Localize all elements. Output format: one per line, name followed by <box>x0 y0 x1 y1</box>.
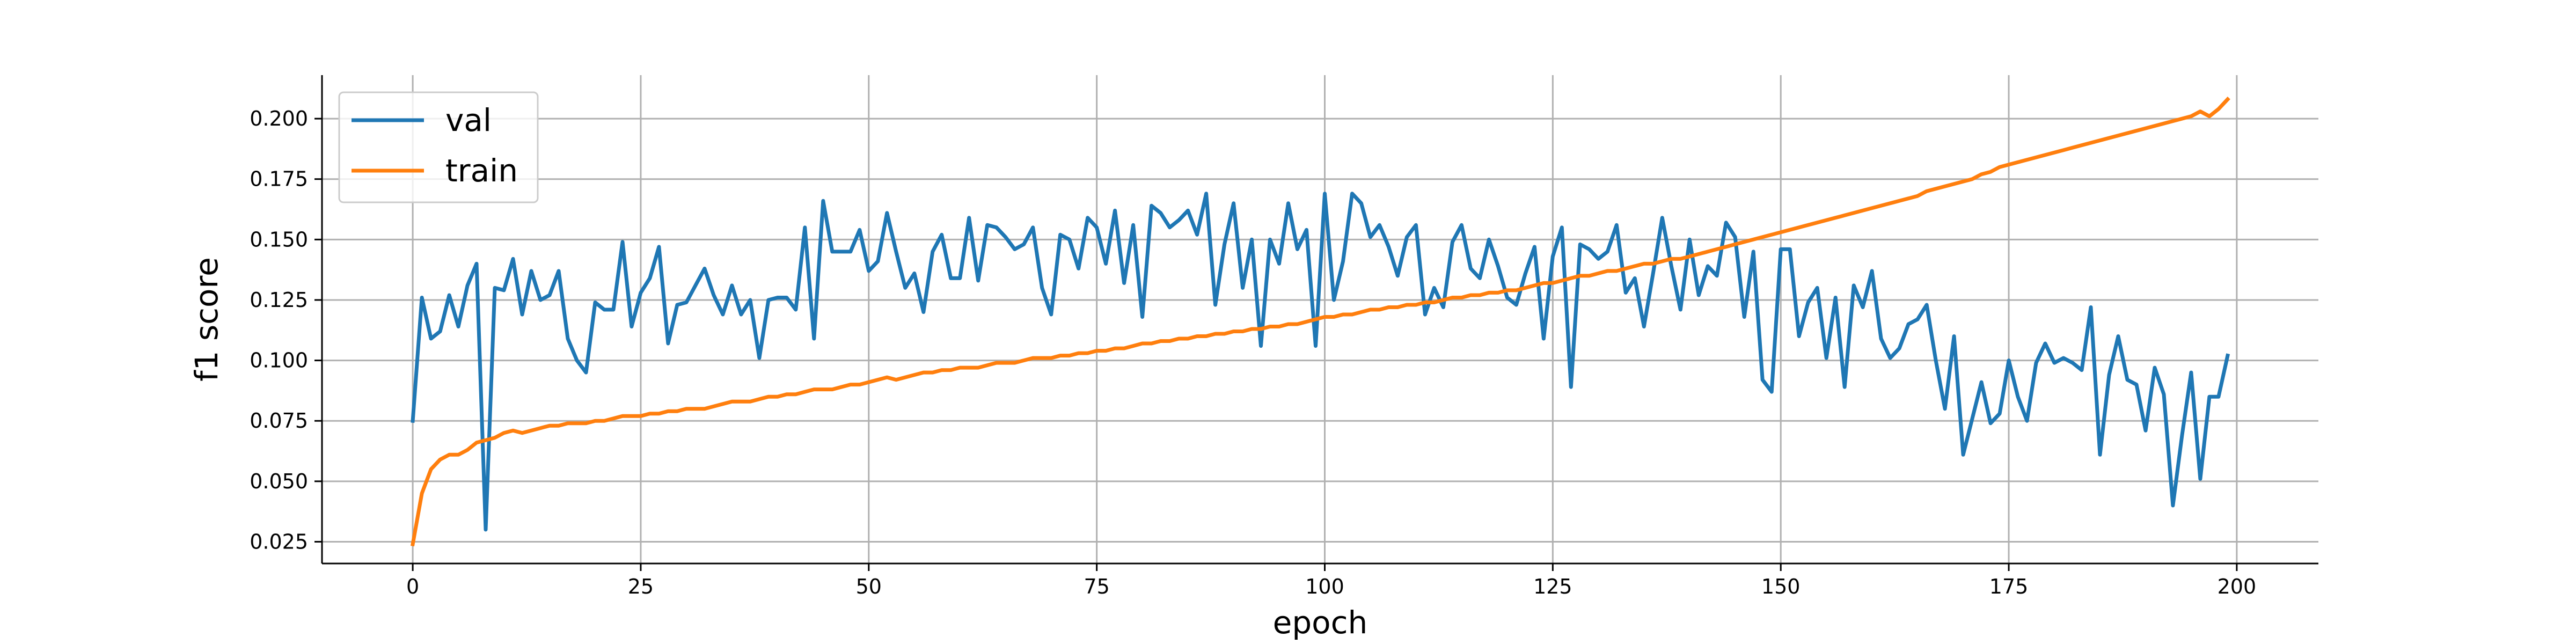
x-tick-label: 200 <box>2218 575 2257 598</box>
x-tick-label: 175 <box>1989 575 2029 598</box>
x-tick-label: 75 <box>1084 575 1109 598</box>
series-line-train <box>411 97 2230 547</box>
legend-label-train: train <box>445 152 518 189</box>
x-tick-label: 100 <box>1305 575 1344 598</box>
y-axis-label: f1 score <box>188 257 225 382</box>
y-tick-label: 0.175 <box>250 167 308 191</box>
y-ticks: 0.025 0.050 0.075 0.100 0.125 0.150 0.175 0.200 <box>250 107 322 553</box>
y-tick-label: 0.050 <box>250 470 308 493</box>
y-tick-label: 0.150 <box>250 228 308 251</box>
x-tick-label: 50 <box>856 575 882 598</box>
x-tick-label: 0 <box>406 575 419 598</box>
legend-label-val: val <box>445 102 492 138</box>
legend: val train <box>338 91 539 203</box>
x-axis-label: epoch <box>1273 604 1368 641</box>
x-ticks: 0 25 50 75 100 125 150 175 200 <box>406 564 2256 598</box>
y-tick-label: 0.125 <box>250 288 308 312</box>
axes <box>321 75 2318 565</box>
x-tick-label: 25 <box>628 575 654 598</box>
y-tick-label: 0.100 <box>250 349 308 372</box>
y-tick-label: 0.200 <box>250 107 308 130</box>
y-tick-label: 0.075 <box>250 409 308 433</box>
x-tick-label: 150 <box>1761 575 1801 598</box>
series-line-val <box>411 192 2230 532</box>
y-tick-label: 0.025 <box>250 530 308 553</box>
series-group <box>411 97 2230 547</box>
x-tick-label: 125 <box>1533 575 1572 598</box>
